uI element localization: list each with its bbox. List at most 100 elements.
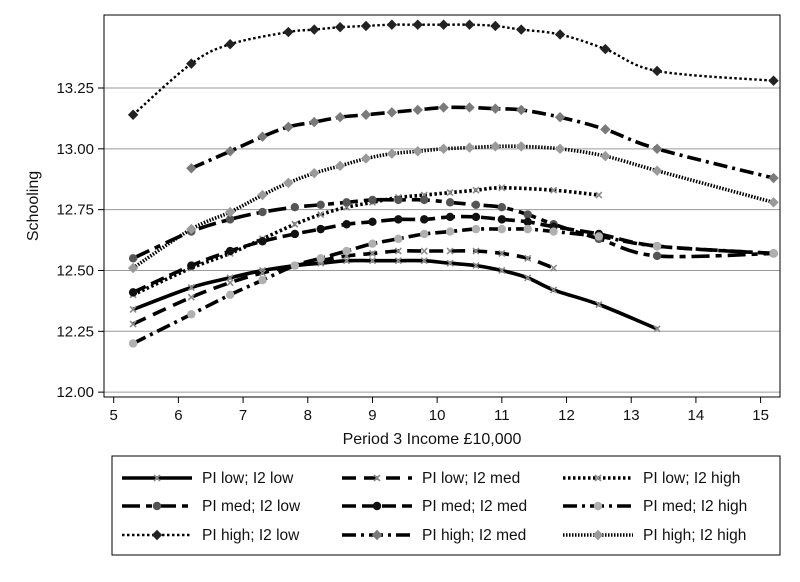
legend-label: PI high; I2 med [422, 527, 526, 544]
data-point-8-2 [224, 146, 236, 157]
data-point-8-14 [554, 111, 566, 123]
data-point-7-1 [127, 109, 139, 120]
data-point-5-2 [187, 261, 196, 270]
series-6 [128, 224, 778, 348]
data-point-5-8 [368, 217, 377, 227]
data-point-2-13 [498, 249, 506, 258]
data-point-4-14 [523, 210, 532, 219]
data-point-4-7 [342, 198, 351, 207]
data-point-2-9 [394, 247, 402, 255]
series-2 [129, 247, 558, 328]
plot-area-frame [103, 14, 781, 398]
data-point-7-12 [490, 20, 501, 32]
data-point-2-2-stroke-b [187, 293, 195, 301]
data-point-1-16-stroke-b [595, 300, 603, 309]
data-point-7-13 [516, 24, 527, 35]
data-point-9-10 [412, 146, 423, 157]
legend-marker-9 [592, 529, 604, 541]
legend-marker-3-stroke-b [594, 474, 602, 482]
data-point-1-15 [550, 286, 558, 294]
data-point-3-14-stroke-b [550, 186, 558, 194]
data-point-5-12 [471, 212, 481, 222]
legend-item-3: PI low; I2 high [563, 470, 740, 487]
legend-item-7: PI high; I2 low [122, 527, 300, 544]
data-point-8-7 [360, 109, 372, 120]
data-point-6-1 [128, 339, 138, 348]
legend-label: PI low; I2 low [202, 470, 294, 487]
data-point-7-2 [186, 58, 197, 69]
data-point-7-5 [309, 24, 320, 35]
y-tick-label: 12.25 [56, 323, 94, 340]
legend-label: PI med; I2 med [422, 498, 527, 515]
data-point-4-10 [420, 195, 429, 205]
data-point-3-15-stroke-b [595, 191, 603, 199]
legend-item-1: PI low; I2 low [122, 470, 294, 487]
data-point-7-15 [600, 43, 611, 55]
data-point-8-16 [651, 143, 663, 155]
data-point-1-9 [394, 257, 402, 265]
data-point-2-11 [446, 247, 454, 255]
y-tick-label: 12.50 [56, 262, 94, 279]
data-point-2-1 [129, 320, 137, 328]
data-point-3-11-stroke-b [446, 189, 454, 197]
data-point-2-2 [187, 293, 195, 301]
data-point-7-11 [464, 19, 475, 30]
data-point-9-4 [257, 189, 268, 201]
data-point-6-4 [258, 276, 267, 285]
x-tick-label: 8 [304, 407, 312, 424]
data-point-2-4-stroke-b [258, 269, 267, 277]
data-point-9-1 [127, 262, 139, 274]
data-point-2-12-stroke-b [472, 247, 480, 255]
x-tick-label: 10 [429, 407, 446, 424]
data-point-2-15 [550, 264, 558, 272]
legend-item-6: PI med; I2 high [563, 498, 747, 515]
x-tick-label: 12 [558, 407, 575, 424]
data-point-7-16 [651, 65, 663, 77]
data-point-1-17 [653, 325, 661, 333]
legend-item-4: PI med; I2 low [122, 498, 301, 515]
series-1 [129, 257, 661, 333]
data-point-6-13 [497, 224, 507, 234]
data-point-9-12 [464, 142, 475, 153]
data-point-2-10 [420, 247, 428, 255]
legend-marker-7 [151, 529, 163, 541]
data-point-2-8-stroke-b [368, 249, 377, 258]
data-point-8-17 [768, 172, 779, 184]
data-point-4-6 [316, 200, 325, 209]
data-point-1-2-stroke-b [187, 283, 195, 292]
x-tick-label: 13 [623, 407, 640, 424]
series-line-9 [132, 144, 774, 270]
data-point-5-3 [225, 246, 235, 256]
data-point-3-5-stroke-b [291, 220, 299, 228]
data-point-1-13-stroke-b [498, 266, 506, 275]
data-point-2-4 [258, 269, 267, 277]
axes: 12.00 12.25 12.50 12.75 13.00 13.25 5 6 7 8 9 10 11 1… [56, 80, 768, 424]
x-tick-label: 11 [494, 407, 510, 424]
data-point-8-6 [334, 111, 346, 123]
data-point-4-12 [471, 200, 481, 209]
data-point-3-15 [595, 191, 603, 199]
data-point-5-4 [258, 237, 267, 246]
data-point-7-8 [386, 19, 398, 30]
legend-label: PI med; I2 high [643, 498, 747, 515]
data-point-1-11-stroke-b [446, 259, 454, 267]
data-point-4-11 [445, 198, 455, 207]
legend-label: PI low; I2 high [643, 470, 740, 487]
data-point-9-14 [516, 141, 527, 152]
data-point-1-13 [498, 266, 506, 275]
data-point-1-1 [129, 305, 137, 313]
data-point-2-8 [368, 249, 377, 258]
y-tick-label: 12.75 [56, 202, 94, 219]
data-point-2-13-stroke-b [498, 249, 506, 258]
data-point-5-5 [290, 229, 300, 239]
data-point-5-13 [497, 215, 507, 224]
data-point-1-10-stroke-b [420, 257, 428, 265]
data-point-1-1-stroke-b [129, 305, 137, 313]
series-5 [128, 212, 778, 297]
x-tick-label: 9 [368, 407, 376, 424]
data-point-9-2 [186, 223, 197, 235]
data-point-8-8 [386, 107, 398, 118]
data-point-5-14 [523, 217, 532, 227]
data-point-6-10 [420, 229, 429, 239]
